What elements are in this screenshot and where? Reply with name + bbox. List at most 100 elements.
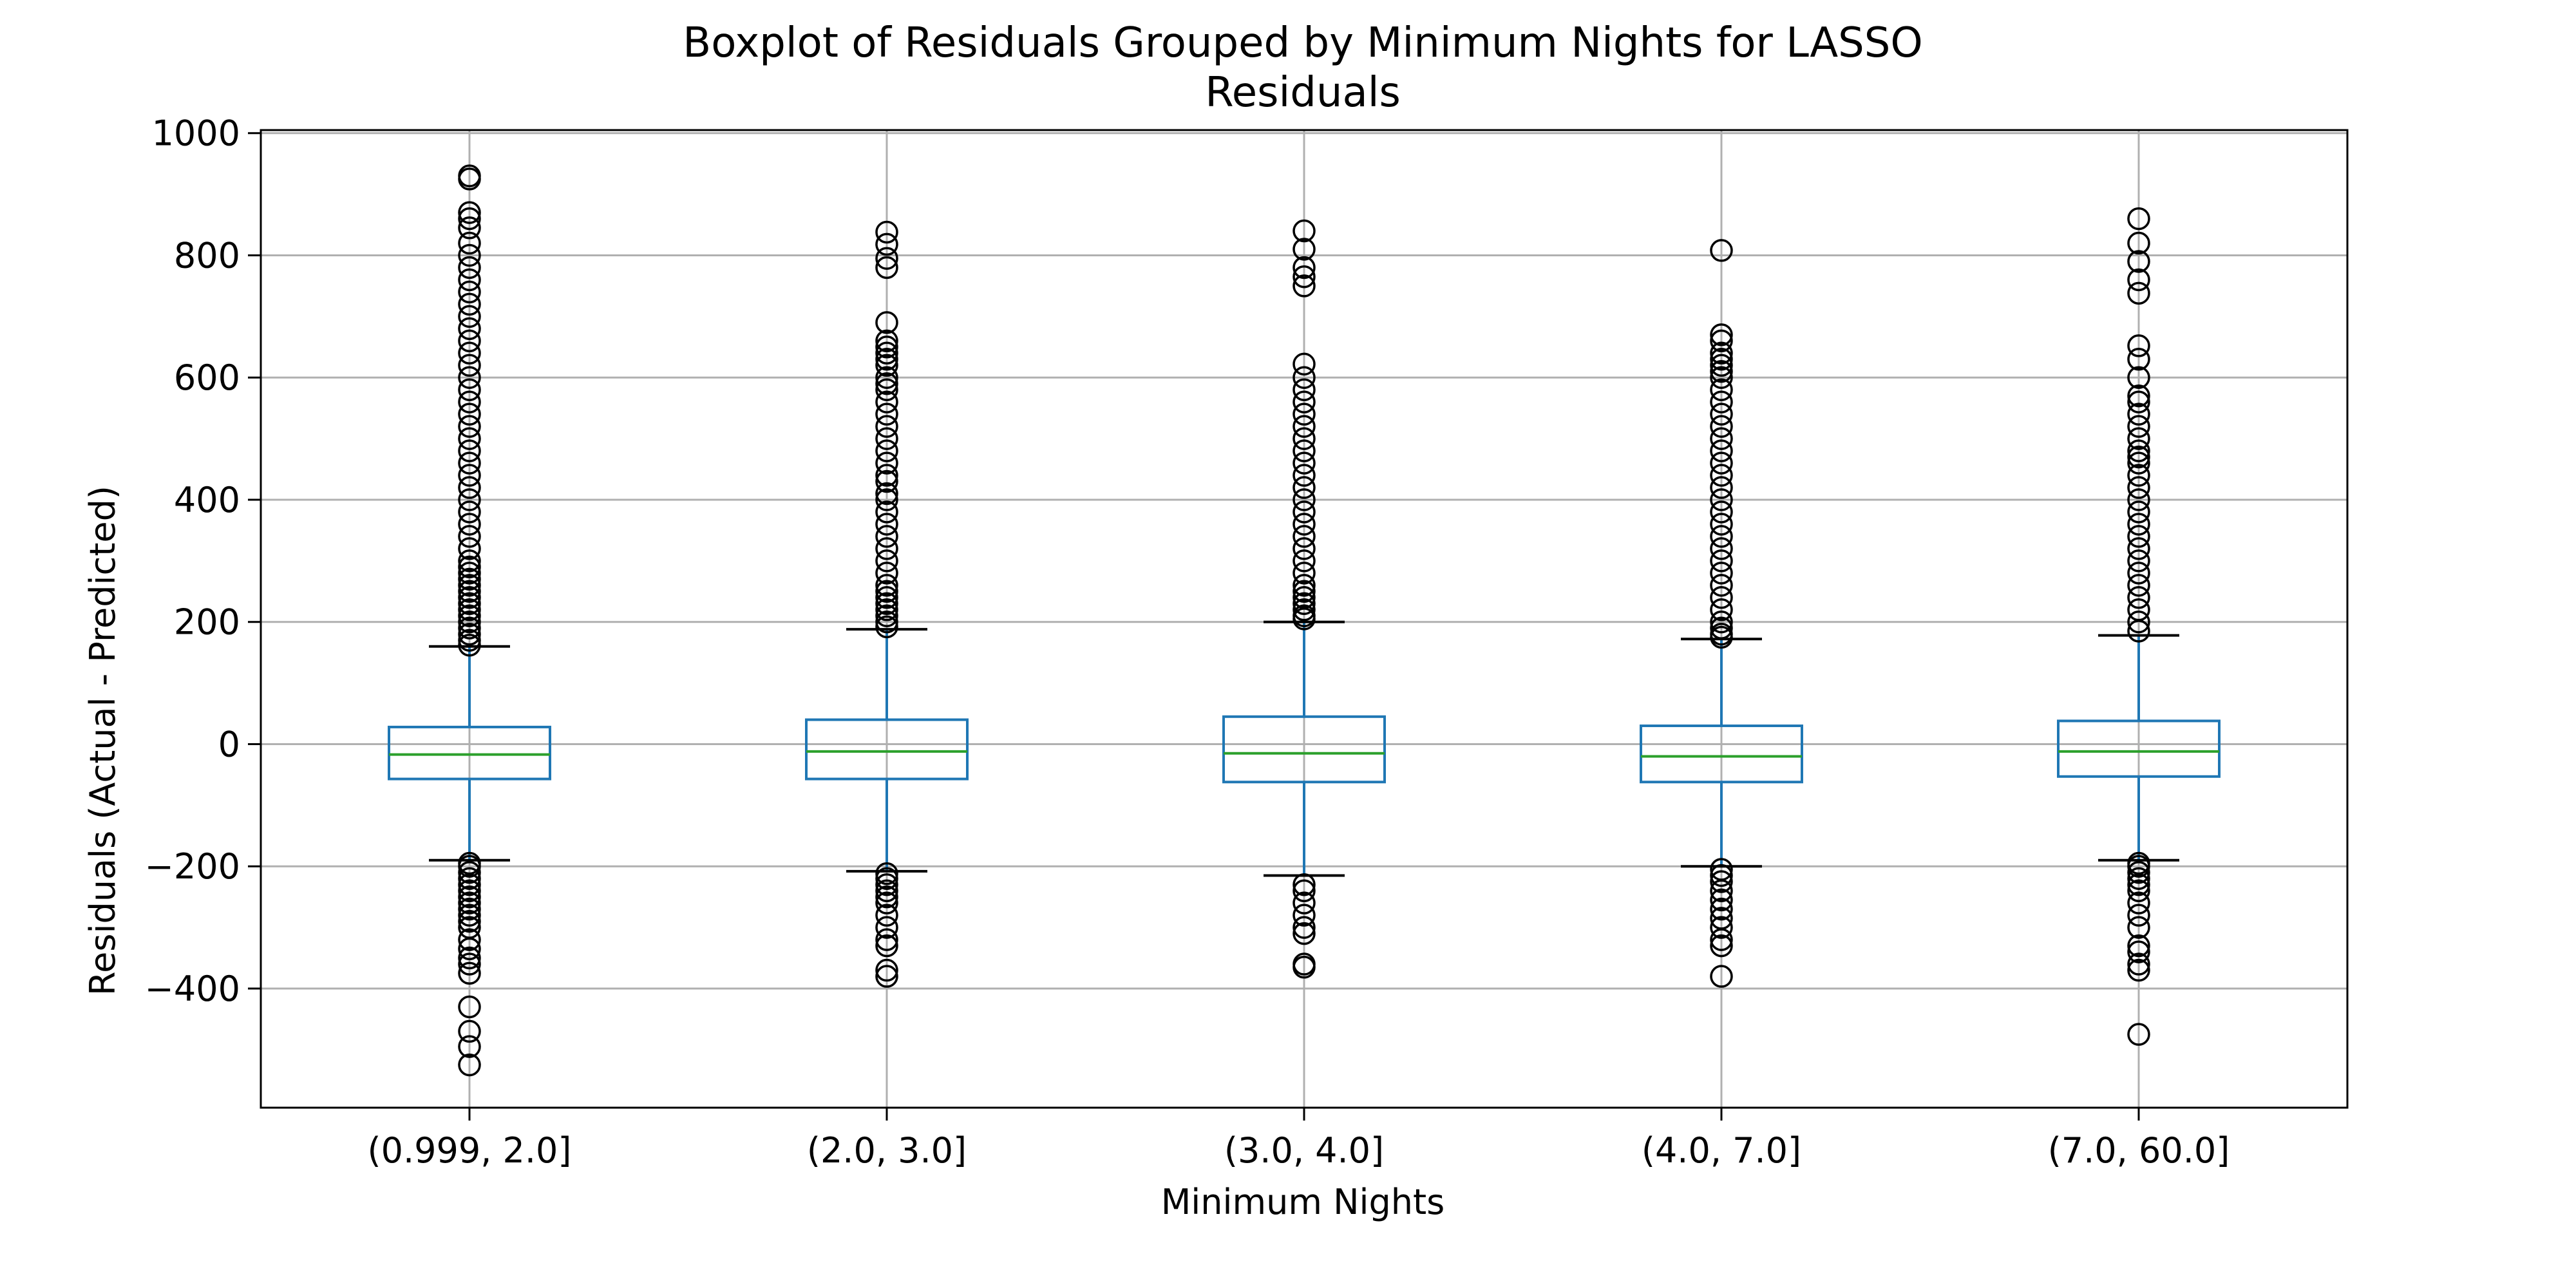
outlier-point — [2127, 879, 2150, 902]
outlier-point — [1710, 378, 1733, 401]
outlier-point — [1293, 537, 1316, 560]
outlier-point — [875, 598, 898, 621]
box-group — [2057, 207, 2221, 1046]
outlier-point — [458, 867, 481, 890]
outlier-point — [875, 232, 898, 256]
outlier-point — [458, 567, 481, 591]
outlier-point — [1710, 451, 1733, 475]
outlier-point — [2127, 334, 2150, 357]
outlier-point — [1293, 274, 1316, 298]
outlier-point — [2127, 958, 2150, 982]
outlier-point — [1710, 476, 1733, 499]
outlier-point — [1293, 956, 1316, 979]
outlier-point — [458, 201, 481, 224]
outlier-point — [1710, 329, 1733, 353]
outlier-point — [875, 513, 898, 536]
outlier-point — [875, 604, 898, 628]
outlier-point — [2127, 513, 2150, 536]
outlier-point — [1293, 256, 1316, 279]
outlier-point — [458, 354, 481, 377]
outlier-point — [458, 586, 481, 609]
outlier-point — [1710, 415, 1733, 438]
outlier-point — [1293, 378, 1316, 401]
outlier-point — [2127, 525, 2150, 548]
boxes — [388, 164, 2221, 1077]
outlier-point — [2127, 500, 2150, 524]
outlier-point — [875, 592, 898, 616]
outlier-point — [875, 873, 898, 896]
iqr-box — [1222, 715, 1386, 784]
outlier-point — [458, 904, 481, 927]
outlier-point — [1293, 891, 1316, 914]
outlier-point — [458, 1019, 481, 1043]
outlier-point — [2127, 620, 2150, 643]
outlier-point — [875, 549, 898, 573]
outlier-point — [1293, 562, 1316, 585]
outlier-point — [2127, 549, 2150, 573]
outlier-point — [2127, 415, 2150, 438]
outlier-point — [875, 928, 898, 951]
outlier-point — [1710, 928, 1733, 951]
outlier-point — [875, 439, 898, 462]
outlier-point — [1710, 488, 1733, 511]
outlier-point — [458, 937, 481, 961]
outlier-point — [1293, 238, 1316, 261]
y-tick-label: 0 — [218, 724, 240, 764]
outlier-point — [2127, 1023, 2150, 1046]
outlier-point — [1710, 402, 1733, 426]
outlier-point — [875, 390, 898, 413]
outlier-point — [458, 451, 481, 475]
grid-lines — [261, 130, 2347, 1108]
outlier-point — [875, 378, 898, 401]
outlier-point — [875, 372, 898, 395]
box-group — [805, 220, 969, 988]
outlier-point — [1293, 598, 1316, 621]
outlier-point — [1710, 864, 1733, 887]
outlier-point — [1293, 464, 1316, 487]
outlier-point — [1710, 341, 1733, 365]
outlier-point — [2127, 366, 2150, 389]
outlier-point — [2127, 451, 2150, 475]
outlier-point — [1710, 427, 1733, 450]
outlier-point — [875, 934, 898, 958]
outlier-point — [2127, 891, 2150, 914]
outlier-point — [875, 464, 898, 487]
outlier-point — [875, 586, 898, 609]
outlier-point — [2127, 384, 2150, 408]
outlier-point — [458, 562, 481, 585]
y-tick-label: 600 — [174, 357, 240, 398]
outlier-point — [2127, 586, 2150, 609]
y-axis-label: Residuals (Actual - Predicted) — [82, 486, 123, 996]
outlier-point — [2127, 867, 2150, 890]
outlier-point — [458, 216, 481, 240]
outlier-point — [458, 634, 481, 657]
outlier-point — [458, 231, 481, 255]
outlier-point — [458, 928, 481, 951]
outlier-point — [2127, 348, 2150, 371]
outlier-point — [458, 946, 481, 970]
outlier-point — [1293, 916, 1316, 939]
outlier-point — [1710, 879, 1733, 902]
chart-title: Boxplot of Residuals Grouped by Minimum … — [683, 19, 1922, 67]
outlier-point — [458, 891, 481, 914]
outlier-point — [1710, 439, 1733, 462]
outlier-point — [875, 451, 898, 475]
outlier-point — [2127, 952, 2150, 976]
y-tick-label: 200 — [174, 602, 240, 643]
outlier-point — [458, 268, 481, 292]
outlier-point — [458, 873, 481, 896]
outlier-point — [875, 562, 898, 585]
outlier-point — [875, 427, 898, 450]
outlier-point — [2127, 610, 2150, 634]
outlier-point — [458, 305, 481, 328]
outlier-point — [458, 855, 481, 878]
outlier-point — [875, 402, 898, 426]
outlier-point — [1293, 879, 1316, 902]
outlier-point — [458, 616, 481, 639]
outlier-point — [875, 885, 898, 909]
outlier-point — [458, 897, 481, 921]
outlier-point — [458, 885, 481, 909]
outlier-point — [875, 329, 898, 353]
box-group — [388, 164, 551, 1077]
outlier-point — [1710, 360, 1733, 383]
